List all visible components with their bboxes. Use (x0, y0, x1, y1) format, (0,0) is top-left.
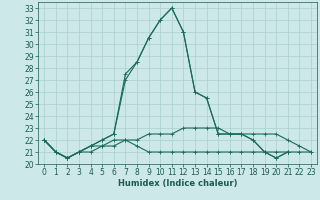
X-axis label: Humidex (Indice chaleur): Humidex (Indice chaleur) (118, 179, 237, 188)
